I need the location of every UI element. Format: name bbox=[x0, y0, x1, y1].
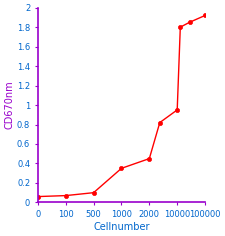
Y-axis label: CD670nm: CD670nm bbox=[4, 81, 14, 129]
X-axis label: Cellnumber: Cellnumber bbox=[93, 222, 150, 232]
